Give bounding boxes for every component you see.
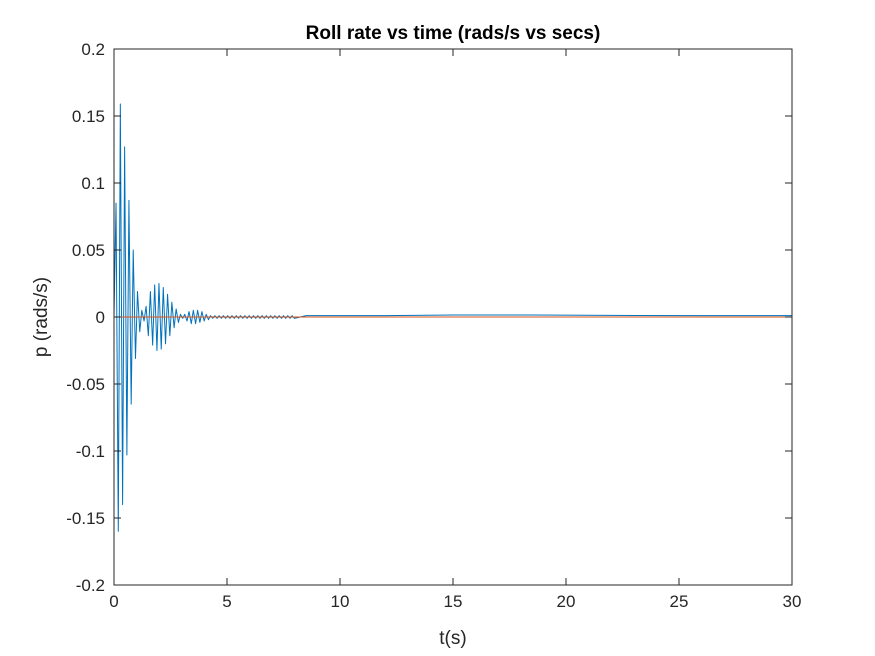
y-axis-ticks: -0.2 -0.15 -0.1 -0.05 0 0.05 0.1 0.15 0.2 [66,40,792,595]
x-tick-label: 10 [331,592,350,611]
y-tick-label: 0.2 [81,40,105,59]
y-tick-label: -0.05 [66,375,105,394]
series-layer [113,103,792,532]
y-tick-label: 0.15 [72,107,105,126]
x-tick-label: 20 [557,592,576,611]
y-tick-label: -0.15 [66,509,105,528]
y-tick-label: 0.1 [81,174,105,193]
x-tick-label: 0 [109,592,118,611]
x-axis-label: t(s) [439,628,466,649]
y-tick-label: -0.2 [76,576,105,595]
x-tick-label: 5 [222,592,231,611]
y-tick-label: -0.1 [76,442,105,461]
x-tick-label: 15 [444,592,463,611]
x-tick-label: 30 [783,592,802,611]
x-tick-label: 25 [670,592,689,611]
x-axis-ticks: 0 5 10 15 20 25 30 [109,49,801,611]
y-tick-label: 0 [96,308,105,327]
y-axis-label: p (rads/s) [31,277,52,357]
chart-title: Roll rate vs time (rads/s vs secs) [306,23,601,44]
y-tick-label: 0.05 [72,241,105,260]
